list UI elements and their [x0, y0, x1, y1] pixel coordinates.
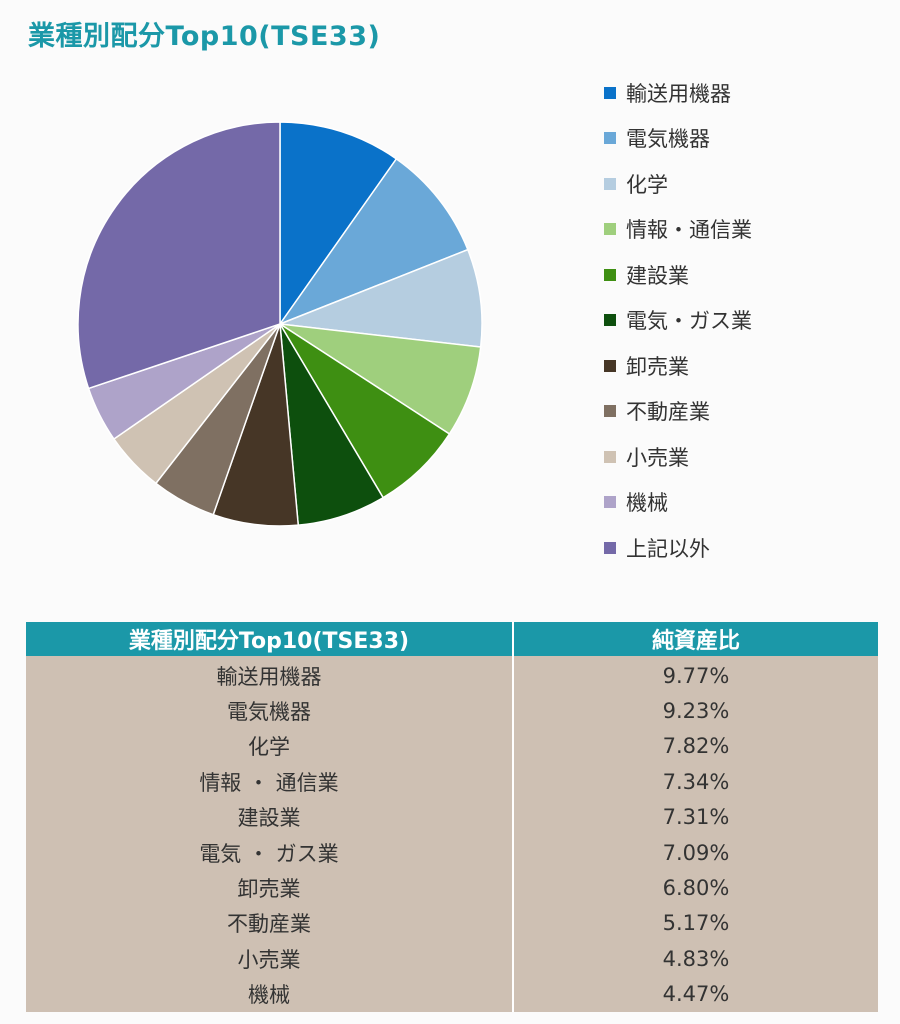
- table-row: 不動産業 5.17%: [26, 905, 878, 942]
- table-row: 電気 ・ ガス業 7.09%: [26, 834, 878, 871]
- header-ratio: 純資産比: [513, 622, 878, 656]
- cell-industry: 輸送用機器: [26, 656, 514, 694]
- table-row: 建設業 7.31%: [26, 799, 878, 835]
- legend-item: 機械: [604, 480, 752, 526]
- cell-industry: 機械: [26, 976, 514, 1012]
- pie-chart: [77, 121, 483, 527]
- header-industry: 業種別配分Top10(TSE33): [26, 622, 514, 656]
- legend-swatch: [604, 359, 616, 372]
- legend-label: 化学: [626, 172, 668, 197]
- legend-label: 機械: [626, 491, 668, 516]
- cell-industry: 建設業: [26, 799, 514, 835]
- legend-label: 輸送用機器: [626, 81, 731, 106]
- cell-ratio: 9.23%: [513, 693, 878, 729]
- legend-item: 情報・通信業: [604, 207, 752, 253]
- legend-label: 建設業: [626, 263, 689, 288]
- cell-ratio: 7.31%: [513, 799, 878, 835]
- legend-label: 上記以外: [626, 536, 710, 561]
- chart-legend: 輸送用機器電気機器化学情報・通信業 建設業電気・ガス業 卸売業不動産業小売業機械上記…: [604, 70, 752, 571]
- legend-label: 小売業: [626, 445, 689, 470]
- legend-swatch: [604, 405, 616, 418]
- legend-label: 電気・ガス業: [626, 309, 752, 334]
- cell-ratio: 4.47%: [513, 976, 878, 1012]
- legend-item: 卸売業: [604, 343, 752, 389]
- cell-industry: 情報 ・ 通信業: [26, 764, 514, 800]
- pie-slice: [279, 248, 483, 348]
- legend-swatch: [604, 541, 616, 554]
- cell-ratio: 7.34%: [513, 764, 878, 800]
- cell-ratio: 7.82%: [513, 728, 878, 765]
- legend-item: 上記以外: [604, 525, 752, 571]
- legend-swatch: [604, 177, 616, 190]
- table-row: 電気機器 9.23%: [26, 693, 878, 729]
- cell-industry: 電気機器: [26, 693, 514, 729]
- table-header-row: 業種別配分Top10(TSE33) 純資産比: [26, 622, 878, 656]
- cell-industry: 小売業: [26, 941, 514, 977]
- table-row: 化学 7.82%: [26, 728, 878, 765]
- allocation-table: 業種別配分Top10(TSE33) 純資産比 輸送用機器 9.77% 電気機器 9.2…: [26, 622, 878, 1012]
- table-body: 輸送用機器 9.77% 電気機器 9.23% 化学 7.82% 情報 ・ 通信業 7.34% 建…: [26, 656, 878, 1012]
- table-row: 卸売業 6.80%: [26, 870, 878, 906]
- legend-label: 電気機器: [626, 127, 710, 152]
- table-row: 輸送用機器 9.77%: [26, 656, 878, 694]
- table-row: 機械 4.47%: [26, 976, 878, 1012]
- cell-industry: 卸売業: [26, 870, 514, 906]
- cell-industry: 不動産業: [26, 905, 514, 942]
- legend-swatch: [604, 86, 616, 99]
- legend-item: 輸送用機器: [604, 70, 752, 116]
- legend-swatch: [604, 132, 616, 145]
- legend-swatch: [604, 450, 616, 463]
- pie-slice: [77, 121, 281, 390]
- legend-item: 電気機器: [604, 116, 752, 162]
- legend-item: 小売業: [604, 434, 752, 480]
- cell-ratio: 5.17%: [513, 905, 878, 942]
- legend-item: 電気・ガス業: [604, 298, 752, 344]
- legend-item: 化学: [604, 161, 752, 207]
- legend-label: 不動産業: [626, 400, 710, 425]
- legend-swatch: [604, 268, 616, 281]
- legend-item: 不動産業: [604, 389, 752, 435]
- cell-ratio: 7.09%: [513, 834, 878, 871]
- table-row: 情報 ・ 通信業 7.34%: [26, 764, 878, 800]
- pie-slice: [279, 121, 398, 327]
- cell-ratio: 4.83%: [513, 941, 878, 977]
- legend-swatch: [604, 314, 616, 327]
- cell-ratio: 9.77%: [513, 656, 878, 694]
- legend-swatch: [604, 496, 616, 509]
- legend-swatch: [604, 223, 616, 236]
- table-row: 小売業 4.83%: [26, 941, 878, 977]
- legend-label: 卸売業: [626, 354, 689, 379]
- cell-ratio: 6.80%: [513, 870, 878, 906]
- pie-slice: [277, 157, 469, 326]
- chart-title: 業種別配分Top10(TSE33): [28, 21, 381, 52]
- cell-industry: 電気 ・ ガス業: [26, 834, 514, 871]
- legend-label: 情報・通信業: [626, 218, 752, 243]
- cell-industry: 化学: [26, 728, 514, 765]
- legend-item: 建設業: [604, 252, 752, 298]
